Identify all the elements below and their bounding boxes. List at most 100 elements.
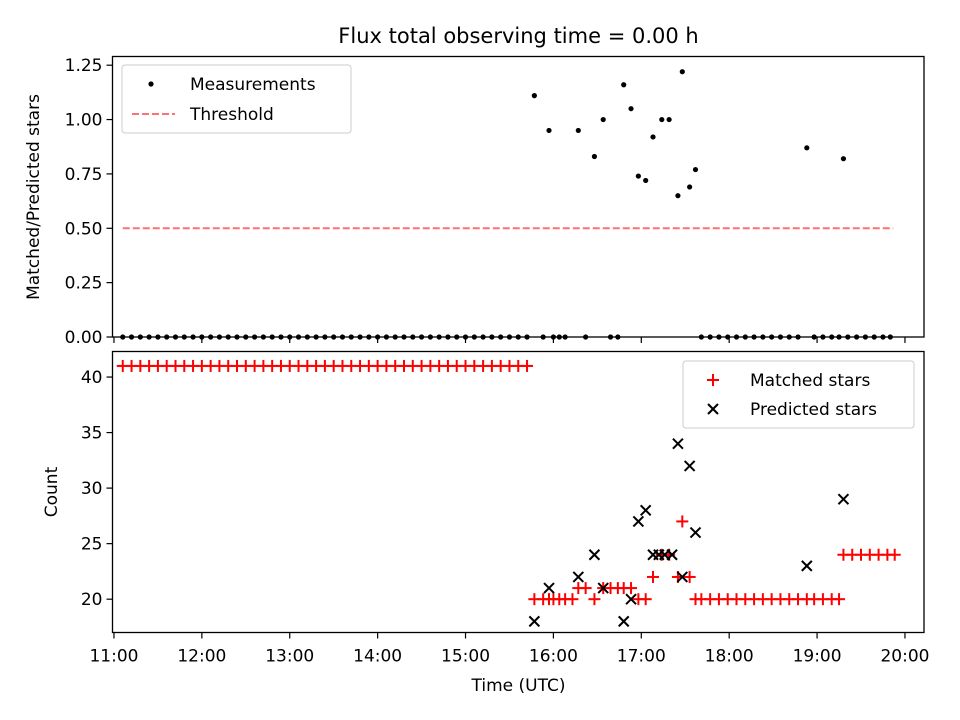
measurement-point	[621, 82, 627, 88]
x-tick-label: 18:00	[705, 647, 754, 667]
legend-matched-label: Matched stars	[750, 371, 870, 391]
x-tick-label: 11:00	[89, 647, 138, 667]
measurement-point	[675, 193, 681, 199]
bottom-plot-content: 20 25 30 35 40 11:00 12:00 13:00 14:00 15:00 16:00…	[81, 359, 929, 667]
top-legend: Measurements Threshold	[121, 64, 352, 134]
x-tick-label: 16:00	[529, 647, 578, 667]
measurement-point	[591, 153, 598, 160]
predicted-star-point	[689, 526, 702, 539]
predicted-star-point	[572, 571, 585, 583]
legend-predicted-marker	[707, 403, 719, 415]
bottom-legend: Matched stars Predicted stars	[682, 360, 915, 429]
legend-threshold-label: Threshold	[189, 105, 274, 125]
measurement-point	[635, 173, 641, 179]
top-axes-frame	[111, 55, 925, 338]
bottom-axes-frame	[111, 350, 925, 634]
x-tick-label: 13:00	[265, 647, 314, 667]
x-tick-label: 15:00	[441, 647, 490, 667]
measurement-point	[643, 177, 649, 184]
matched-star-point	[683, 570, 696, 583]
predicted-star-point	[666, 549, 678, 561]
predicted-star-point	[639, 504, 652, 517]
y-tick-label: 0.25	[65, 274, 103, 294]
predicted-star-point	[597, 582, 609, 594]
matched-star-point	[579, 582, 592, 595]
measurement-point	[575, 127, 581, 134]
predicted-star-stroke	[625, 593, 637, 605]
y-tick-label: 35	[81, 424, 103, 444]
measurement-point	[531, 93, 537, 99]
predicted-star-point	[801, 560, 813, 572]
measurement-point	[628, 106, 634, 112]
predicted-star-stroke	[639, 504, 652, 517]
predicted-star-stroke	[676, 571, 689, 583]
predicted-star-stroke	[588, 549, 601, 561]
bottom-legend-box	[682, 360, 915, 429]
y-tick-label: 0.50	[65, 219, 103, 239]
matched-star-point	[888, 548, 901, 561]
measurement-point	[650, 134, 656, 140]
bottom-panel: 20 25 30 35 40 11:00 12:00 13:00 14:00 15:00 16:00…	[42, 350, 929, 696]
legend-measurements-marker	[148, 81, 154, 87]
y-tick-label: 1.25	[65, 56, 103, 76]
predicted-star-stroke	[683, 460, 696, 472]
predicted-star-point	[543, 582, 555, 594]
predicted-star-stroke	[618, 615, 630, 628]
y-tick-label: 1.00	[65, 111, 103, 131]
measurement-point	[804, 145, 810, 151]
predicted-star-stroke	[666, 549, 678, 561]
y-tick-label: 30	[81, 479, 103, 499]
chart-title: Flux total observing time = 0.00 h	[338, 24, 698, 48]
top-legend-box	[121, 64, 352, 134]
y-tick-label: 20	[81, 590, 103, 610]
measurement-point	[840, 156, 847, 162]
predicted-star-point	[625, 593, 637, 605]
predicted-star-stroke	[528, 615, 541, 628]
matched-star-point	[588, 593, 601, 606]
predicted-star-stroke	[543, 582, 555, 594]
predicted-star-stroke	[837, 493, 850, 505]
predicted-star-stroke	[597, 582, 609, 594]
predicted-star-stroke	[672, 437, 684, 450]
predicted-star-point	[676, 571, 689, 583]
predicted-star-stroke	[632, 515, 645, 528]
matched-star-point	[833, 593, 846, 606]
legend-measurements-label: Measurements	[190, 75, 316, 95]
predicted-star-point	[618, 615, 630, 628]
x-tick-label: 14:00	[353, 647, 402, 667]
matched-star-point	[647, 570, 660, 583]
matched-star-point	[566, 593, 579, 606]
y-tick-label: 25	[81, 535, 103, 555]
predicted-star-point	[683, 460, 696, 472]
top-plot-content: 0.00 0.25 0.50 0.75 1.00 1.25	[65, 56, 906, 348]
measurement-point	[679, 69, 685, 75]
predicted-star-point	[672, 437, 684, 450]
x-tick-label: 12:00	[177, 647, 226, 667]
y-tick-label: 0.00	[65, 328, 103, 348]
predicted-star-stroke	[572, 571, 585, 583]
predicted-star-point	[528, 615, 541, 628]
predicted-star-point	[837, 493, 850, 505]
predicted-star-stroke	[801, 560, 813, 572]
predicted-star-point	[632, 515, 645, 528]
measurement-point	[687, 184, 693, 190]
matched-star-point	[676, 515, 689, 528]
y-tick-label: 40	[81, 368, 103, 388]
measurement-point	[546, 127, 552, 134]
legend-predicted-label: Predicted stars	[750, 400, 877, 420]
x-tick-label: 17:00	[617, 647, 666, 667]
matched-star-point	[521, 359, 534, 372]
measurement-point	[600, 116, 606, 123]
y-tick-label: 0.75	[65, 165, 103, 185]
bottom-y-axis-label: Count	[42, 466, 62, 517]
x-tick-label: 19:00	[793, 647, 842, 667]
measurement-point	[659, 116, 665, 123]
measurement-point	[692, 166, 699, 173]
top-panel: 0.00 0.25 0.50 0.75 1.00 1.25 Matched/Predict…	[24, 55, 925, 348]
top-y-axis-label: Matched/Predicted stars	[24, 94, 44, 300]
legend-matched-marker	[707, 374, 719, 386]
matched-star-point	[639, 593, 652, 606]
predicted-star-stroke	[689, 526, 702, 539]
x-tick-label: 20:00	[880, 647, 929, 667]
